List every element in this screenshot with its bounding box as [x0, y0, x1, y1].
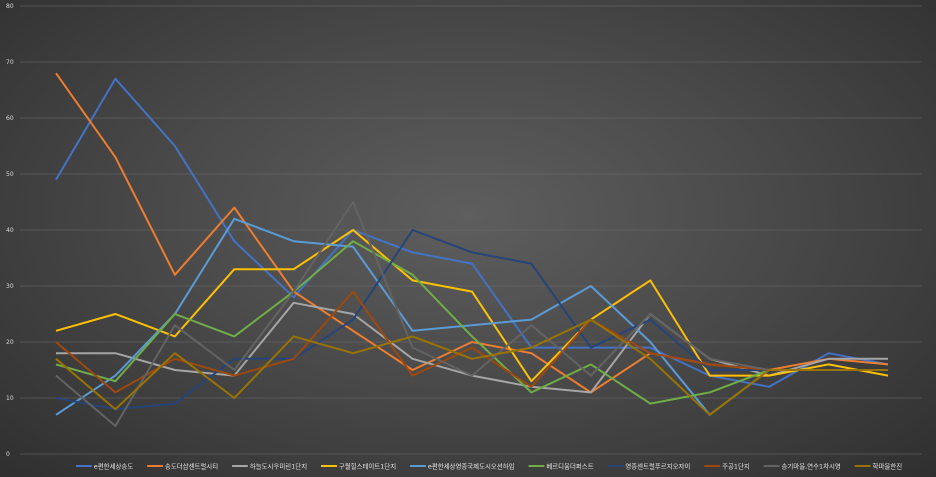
legend-label: 하늘도시우미린1단지: [250, 461, 307, 470]
series-line-0: [55, 77, 889, 388]
legend-label: 베르디움더퍼스트: [546, 461, 593, 470]
legend-label: 송도더샵센트럴시티: [165, 461, 218, 470]
y-tick-label: 40: [6, 227, 14, 234]
legend-item-1[interactable]: 송도더샵센트럴시티: [147, 461, 218, 470]
series-line-7: [55, 290, 888, 394]
legend-label: 구월힐스테이트1단지: [339, 461, 396, 470]
y-tick-label: 20: [6, 339, 14, 346]
series-line-6: [55, 229, 888, 411]
legend-label: 송기마을,연수1차시영: [782, 461, 841, 470]
y-tick-label: 30: [6, 283, 14, 290]
legend-item-8[interactable]: 송기마을,연수1차시영: [763, 461, 841, 470]
legend-item-6[interactable]: 영종센트럴푸르지오자이: [607, 461, 691, 470]
legend-item-3[interactable]: 구월힐스테이트1단지: [321, 461, 396, 470]
y-tick-label: 50: [6, 171, 14, 178]
y-tick-label: 80: [6, 3, 14, 10]
legend-label: 학마을한진: [873, 461, 903, 470]
series-line-9: [55, 318, 888, 416]
legend-item-0[interactable]: e편한세상송도: [75, 461, 133, 470]
legend-label: e편한세상송도: [94, 461, 133, 470]
legend-item-4[interactable]: e편한세상영종국제도시오션하임: [410, 461, 515, 470]
legend[interactable]: e편한세상송도 송도더샵센트럴시티 하늘도시우미린1단지 구월힐스테이트1단지 e편한세…: [75, 461, 903, 470]
legend-item-7[interactable]: 주공1단지: [704, 461, 750, 470]
series-lines: [55, 72, 889, 427]
y-tick-label: 0: [6, 451, 10, 458]
legend-item-9[interactable]: 학마을한진: [854, 461, 903, 470]
y-tick-label: 10: [6, 395, 14, 402]
gridlines: [20, 5, 922, 455]
series-line-1: [55, 72, 889, 394]
legend-item-2[interactable]: 하늘도시우미린1단지: [232, 461, 307, 470]
y-tick-label: 60: [6, 115, 14, 122]
series-line-8: [55, 201, 888, 427]
legend-item-5[interactable]: 베르디움더퍼스트: [528, 461, 594, 470]
legend-label: 영종센트럴푸르지오자이: [625, 461, 690, 470]
y-axis-tick-labels: 0 10 20 30 40 50 60 70 80: [6, 3, 14, 458]
y-tick-label: 70: [6, 59, 14, 66]
series-line-5: [55, 240, 888, 405]
legend-label: 주공1단지: [722, 461, 750, 470]
legend-label: e편한세상영종국제도시오션하임: [428, 461, 515, 470]
series-line-3: [55, 229, 889, 383]
